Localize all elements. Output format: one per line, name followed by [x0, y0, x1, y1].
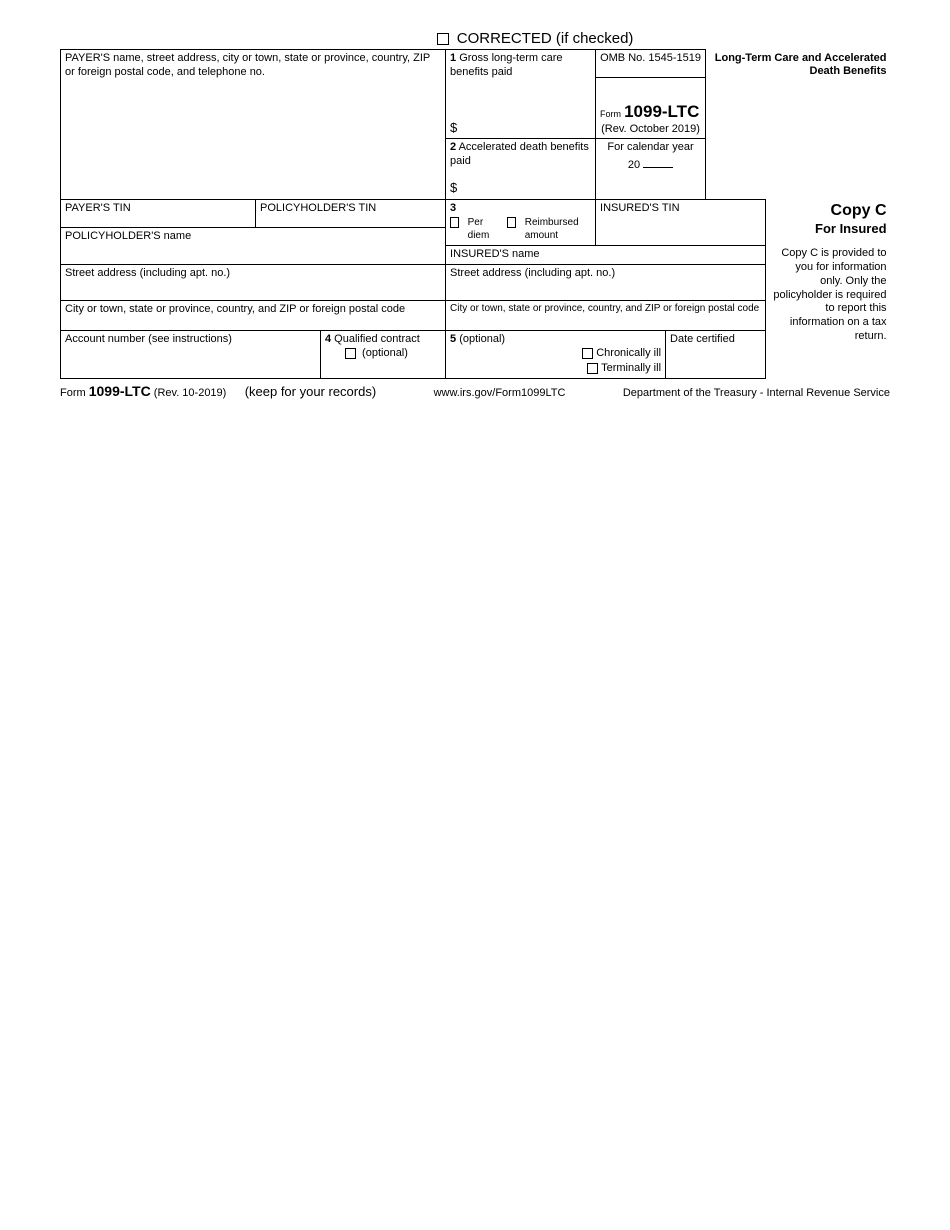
insured-name: INSURED'S name — [446, 245, 766, 264]
corrected-label: CORRECTED (if checked) — [457, 30, 634, 47]
reimbursed-checkbox[interactable] — [507, 217, 516, 228]
corrected-checkbox[interactable] — [437, 33, 449, 45]
footer: Form 1099-LTC (Rev. 10-2019) (keep for y… — [60, 383, 890, 399]
chronically-ill-checkbox[interactable] — [582, 348, 593, 359]
box-2: 2 Accelerated death benefits paid$ — [446, 138, 596, 199]
payer-block: PAYER'S name, street address, city or to… — [61, 50, 446, 200]
policyholder-name: POLICYHOLDER'S name — [61, 227, 446, 245]
policyholder-street: Street address (including apt. no.) — [61, 264, 446, 300]
form-title: Long-Term Care and Accelerated Death Ben… — [706, 50, 891, 200]
policyholder-city: City or town, state or province, country… — [61, 300, 446, 330]
box-4: 4 Qualified contract (optional) — [321, 330, 446, 378]
corrected-row: CORRECTED (if checked) — [60, 30, 890, 47]
account-number: Account number (see instructions) — [61, 330, 321, 378]
date-certified: Date certified — [666, 330, 766, 378]
calendar-year: For calendar year20 — [596, 138, 706, 199]
footer-url: www.irs.gov/Form1099LTC — [434, 387, 566, 399]
box-5: 5 (optional) Chronically ill Terminally … — [446, 330, 666, 378]
insured-street: Street address (including apt. no.) — [446, 264, 766, 300]
form-number-cell: Form 1099-LTC (Rev. October 2019) — [596, 77, 706, 138]
insured-tin: INSURED'S TIN — [596, 199, 766, 245]
footer-dept: Department of the Treasury - Internal Re… — [623, 387, 890, 399]
copy-blurb: Copy C is provided to you for informatio… — [766, 245, 891, 378]
main-form: PAYER'S name, street address, city or to… — [60, 49, 891, 379]
omb: OMB No. 1545-1519 — [596, 50, 706, 78]
per-diem-checkbox[interactable] — [450, 217, 459, 228]
qualified-contract-checkbox[interactable] — [345, 348, 356, 359]
policyholder-tin: POLICYHOLDER'S TIN — [256, 199, 446, 227]
box-3: 3 Per diem Reimbursed amount — [446, 199, 596, 245]
payer-tin: PAYER'S TIN — [61, 199, 256, 227]
copy-c: Copy CFor Insured — [766, 199, 891, 245]
box-1: 1 Gross long-term care benefits paid$ — [446, 50, 596, 139]
insured-city: City or town, state or province, country… — [446, 300, 766, 330]
terminally-ill-checkbox[interactable] — [587, 363, 598, 374]
